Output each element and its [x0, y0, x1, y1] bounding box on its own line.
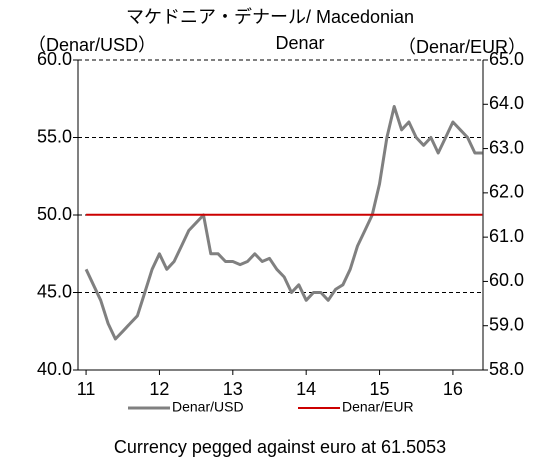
- chart-title: Denar: [275, 33, 324, 53]
- x-tick-label: 16: [443, 379, 463, 399]
- y-tick-label: 40.0: [37, 359, 72, 379]
- y2-tick-label: 64.0: [489, 93, 524, 113]
- y-tick-label: 60.0: [37, 49, 72, 69]
- y-tick-label: 50.0: [37, 204, 72, 224]
- chart-title: マケドニア・デナール/ Macedonian: [126, 7, 414, 27]
- x-tick-label: 15: [370, 379, 390, 399]
- x-tick-label: 13: [223, 379, 243, 399]
- y2-tick-label: 58.0: [489, 359, 524, 379]
- x-tick-label: 12: [149, 379, 169, 399]
- x-tick-label: 11: [77, 379, 96, 399]
- y2-tick-label: 61.0: [489, 226, 524, 246]
- y2-axis-label: （Denar/EUR）: [398, 37, 526, 57]
- legend-label: Denar/EUR: [342, 399, 414, 415]
- y2-tick-label: 62.0: [489, 182, 524, 202]
- x-tick-label: 14: [296, 379, 316, 399]
- y2-tick-label: 60.0: [489, 270, 524, 290]
- y-tick-label: 55.0: [37, 126, 72, 146]
- y2-tick-label: 59.0: [489, 314, 524, 334]
- y-tick-label: 45.0: [37, 281, 72, 301]
- data-line: [84, 105, 483, 341]
- y2-tick-label: 63.0: [489, 137, 524, 157]
- legend-label: Denar/USD: [172, 399, 244, 415]
- y2-tick-label: 65.0: [489, 49, 524, 69]
- caption: Currency pegged against euro at 61.5053: [114, 437, 446, 457]
- y-axis-label: （Denar/USD）: [28, 35, 156, 55]
